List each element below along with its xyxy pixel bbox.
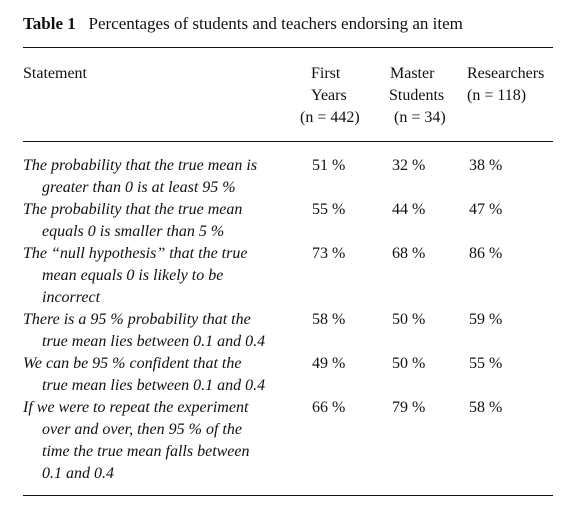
statement-line: 0.1 and 0.4 xyxy=(42,465,114,482)
statement-cell: There is a 95 % probability that the true… xyxy=(23,309,308,353)
statement-line: mean equals 0 is likely to be xyxy=(42,267,224,284)
header-statement: Statement xyxy=(23,65,87,82)
statement-line: The probability that the true mean xyxy=(23,201,243,218)
statement-line: time the true mean falls between xyxy=(42,443,250,460)
table-label: Table 1 xyxy=(23,14,76,33)
table-caption: Table 1 Percentages of students and teac… xyxy=(23,14,553,34)
header-first-years-line: First xyxy=(311,65,341,82)
first-years-value: 51 % xyxy=(312,157,346,174)
statement-line: true mean lies between 0.1 and 0.4 xyxy=(42,333,266,350)
table-title: Percentages of students and teachers end… xyxy=(88,14,463,33)
statement-line: greater than 0 is at least 95 % xyxy=(42,179,236,196)
bottom-rule xyxy=(23,495,553,496)
researchers-value: 55 % xyxy=(469,355,503,372)
statement-line: incorrect xyxy=(42,289,101,306)
header-researchers-line: Researchers xyxy=(467,65,545,82)
statement-line: over and over, then 95 % of the xyxy=(42,421,242,438)
first-years-value: 66 % xyxy=(312,399,346,416)
statement-line: The “null hypothesis” that the true xyxy=(23,245,248,262)
first-years-value: 73 % xyxy=(312,245,346,262)
statement-cell: The probability that the true mean equals… xyxy=(23,199,308,243)
header-master-line: Students xyxy=(389,87,445,104)
header-master-students: Master Students (n = 34) xyxy=(389,63,446,129)
header-master-n: (n = 34) xyxy=(394,109,446,126)
researchers-value: 58 % xyxy=(469,399,503,416)
master-students-value: 50 % xyxy=(392,311,426,328)
master-students-value: 50 % xyxy=(392,355,426,372)
researchers-value: 59 % xyxy=(469,311,503,328)
statement-cell: The “null hypothesis” that the true mean … xyxy=(23,243,308,309)
statement-cell: The probability that the true mean is gre… xyxy=(23,155,308,199)
master-students-value: 44 % xyxy=(392,201,426,218)
master-students-value: 32 % xyxy=(392,157,426,174)
header-first-years-n: (n = 442) xyxy=(300,109,360,126)
header-first-years: First Years (n = 442) xyxy=(300,63,360,129)
researchers-value: 38 % xyxy=(469,157,503,174)
header-first-years-line: Years xyxy=(311,87,347,104)
researchers-value: 86 % xyxy=(469,245,503,262)
top-rule xyxy=(23,47,553,48)
statement-line: We can be 95 % confident that the xyxy=(23,355,242,372)
researchers-value: 47 % xyxy=(469,201,503,218)
header-rule xyxy=(23,141,553,142)
master-students-value: 68 % xyxy=(392,245,426,262)
first-years-value: 49 % xyxy=(312,355,346,372)
master-students-value: 79 % xyxy=(392,399,426,416)
header-master-line: Master xyxy=(390,65,435,82)
first-years-value: 58 % xyxy=(312,311,346,328)
statement-line: If we were to repeat the experiment xyxy=(23,399,249,416)
statement-cell: If we were to repeat the experiment over … xyxy=(23,397,308,485)
statement-line: There is a 95 % probability that the xyxy=(23,311,251,328)
first-years-value: 55 % xyxy=(312,201,346,218)
statement-line: equals 0 is smaller than 5 % xyxy=(42,223,225,240)
statement-line: The probability that the true mean is xyxy=(23,157,258,174)
statement-cell: We can be 95 % confident that the true me… xyxy=(23,353,308,397)
header-researchers-n: (n = 118) xyxy=(467,87,527,104)
statement-line: true mean lies between 0.1 and 0.4 xyxy=(42,377,266,394)
header-researchers: Researchers (n = 118) xyxy=(467,63,544,107)
